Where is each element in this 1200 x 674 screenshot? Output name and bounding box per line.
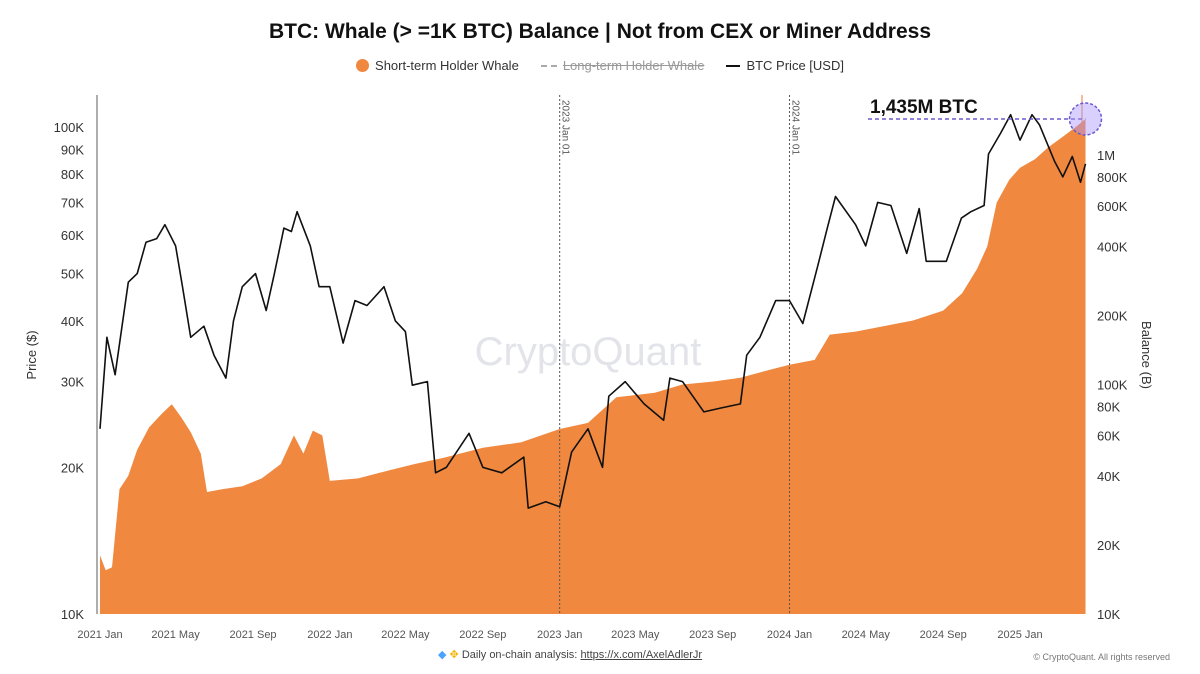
vertical-marker-label: 2024 Jan 01 [790,100,801,155]
y-left-tick-label: 40K [61,314,84,329]
watermark: CryptoQuant [475,330,702,374]
legend-item-price[interactable]: BTC Price [USD] [726,58,844,73]
y-left-tick-label: 100K [54,120,85,135]
annotation-label: 1,435M BTC [870,97,978,118]
chart-title: BTC: Whale (> =1K BTC) Balance | Not fro… [268,20,932,43]
x-tick-label: 2021 May [151,629,200,641]
y-left-tick-label: 50K [61,267,84,282]
y-right-tick-label: 20K [1097,538,1120,553]
y-left-tick-label: 20K [61,460,84,475]
legend-label: Long-term Holder Whale [562,58,705,73]
raised-hands-icon: ✥ [449,649,459,661]
legend-item-long-term[interactable]: Long-term Holder Whale [540,58,705,73]
y-right-tick-label: 400K [1097,239,1128,254]
footer: ◆ ✥ Daily on-chain analysis: https://x.c… [438,648,702,661]
y-right-axis-title: Balance (B) [1139,321,1154,389]
y-left-tick-label: 30K [61,375,84,390]
y-right-tick-label: 80K [1097,400,1120,415]
y-right-tick-label: 40K [1097,469,1120,484]
x-tick-label: 2023 Sep [689,629,736,641]
y-right-tick-label: 100K [1097,378,1128,393]
diamond-icon: ◆ [438,649,447,661]
legend-label: Short-term Holder Whale [375,58,519,73]
y-left-tick-label: 10K [61,607,84,622]
legend-label: BTC Price [USD] [746,58,844,73]
vertical-marker-label: 2023 Jan 01 [560,100,571,155]
x-tick-label: 2024 Jan [767,629,812,641]
short-term-holder-area [100,119,1086,614]
x-tick-label: 2024 Sep [920,629,967,641]
y-right-tick-label: 1M [1097,148,1115,163]
x-tick-label: 2023 Jan [537,629,582,641]
x-tick-label: 2022 Jan [307,629,352,641]
y-right-tick-label: 600K [1097,199,1128,214]
x-tick-label: 2023 May [611,629,660,641]
y-right-tick-label: 60K [1097,428,1120,443]
y-left-tick-label: 90K [61,142,84,157]
x-tick-label: 2022 May [381,629,430,641]
y-left-axis-title: Price ($) [24,330,39,379]
x-tick-label: 2021 Sep [229,629,276,641]
solid-line-icon [726,64,741,67]
y-left-tick-label: 60K [61,228,84,243]
y-right-tick-label: 10K [1097,607,1120,622]
x-tick-label: 2025 Jan [997,629,1042,641]
x-tick-label: 2021 Jan [77,629,122,641]
x-tick-label: 2024 May [842,629,891,641]
dashed-line-icon [540,64,557,67]
legend: Short-term Holder Whale Long-term Holder… [0,58,1200,73]
footer-text: Daily on-chain analysis: [461,649,581,661]
y-right-tick-label: 800K [1097,170,1128,185]
y-left-tick-label: 80K [61,167,84,182]
copyright: © CryptoQuant. All rights reserved [1033,652,1170,662]
x-tick-label: 2022 Sep [459,629,506,641]
orange-dot-icon [356,59,370,72]
y-right-tick-label: 200K [1097,308,1128,323]
legend-item-short-term[interactable]: Short-term Holder Whale [356,58,519,73]
annotation-circle [1068,102,1103,136]
y-left-tick-label: 70K [61,195,84,210]
footer-link[interactable]: https://x.com/AxelAdlerJr [580,649,703,661]
btc-price-line [99,113,1087,509]
